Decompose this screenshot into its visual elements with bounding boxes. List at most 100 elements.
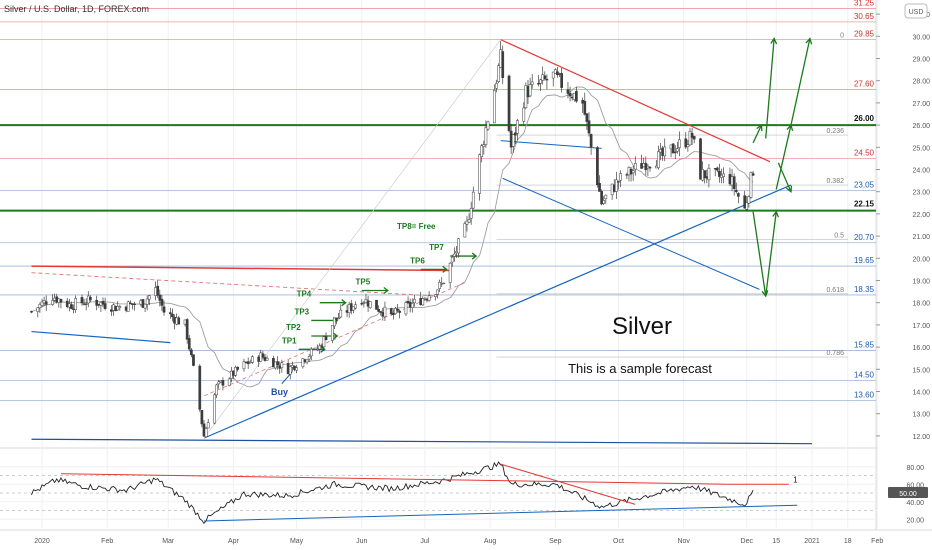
candle-body bbox=[168, 312, 172, 315]
candle-body bbox=[217, 381, 221, 385]
candle-body bbox=[51, 300, 54, 305]
candle-body bbox=[192, 354, 195, 366]
candle-body bbox=[427, 295, 431, 301]
time-tick-label: Jul bbox=[420, 538, 429, 545]
candle-body bbox=[457, 238, 460, 254]
candle-body bbox=[305, 359, 309, 363]
candle-body bbox=[522, 107, 526, 122]
time-tick-label: Mar bbox=[162, 538, 175, 545]
candle-body bbox=[413, 298, 416, 304]
resistance-downtrend bbox=[500, 39, 771, 163]
candle-body bbox=[673, 151, 677, 154]
usd-badge-label: USD bbox=[909, 9, 924, 16]
candle-body bbox=[575, 90, 578, 102]
price-level-label: 27.60 bbox=[854, 80, 875, 89]
forecast-arrow bbox=[777, 162, 792, 192]
fib-label: 0.236 bbox=[826, 128, 844, 135]
candle-body bbox=[118, 306, 122, 308]
chart-title: Silver bbox=[612, 313, 672, 340]
candle-body bbox=[566, 89, 570, 94]
candle-body bbox=[676, 148, 679, 152]
tp-label: TP6 bbox=[410, 256, 425, 265]
candle-body bbox=[484, 127, 488, 145]
tp8-label: TP8= Free bbox=[397, 222, 436, 231]
candle-body bbox=[70, 304, 73, 309]
tp-arrowhead bbox=[332, 332, 339, 340]
candle-body bbox=[375, 299, 378, 310]
candle-body bbox=[583, 101, 587, 115]
price-level-label: 29.85 bbox=[854, 30, 875, 39]
tp-label: TP4 bbox=[297, 290, 312, 299]
candle-body bbox=[398, 310, 402, 313]
candle-body bbox=[492, 90, 496, 124]
price-level-label: 23.05 bbox=[854, 181, 875, 190]
candle-body bbox=[276, 361, 279, 366]
candle-body bbox=[89, 297, 92, 301]
candle-body bbox=[511, 134, 515, 147]
price-level-label: 30.65 bbox=[854, 12, 875, 21]
time-tick-label: 2021 bbox=[804, 538, 820, 545]
candle-body bbox=[74, 298, 78, 310]
candle-body bbox=[147, 295, 151, 300]
candle-body bbox=[617, 181, 620, 183]
price-tick-label: 18.00 bbox=[912, 301, 930, 308]
candle-body bbox=[501, 51, 505, 78]
candle-body bbox=[80, 297, 84, 304]
price-tick-label: 24.00 bbox=[912, 168, 930, 175]
time-tick-label: Nov bbox=[677, 538, 690, 545]
key-level-label: 26.00 bbox=[854, 114, 875, 123]
fib-label: 0 bbox=[840, 33, 844, 40]
candle-body bbox=[486, 121, 490, 130]
candle-body bbox=[160, 298, 164, 306]
symbol-title: Silver / U.S. Dollar, 1D, FOREX.com bbox=[4, 4, 149, 14]
support-line-left bbox=[31, 330, 171, 344]
tp-label: TP5 bbox=[355, 277, 370, 286]
candle-body bbox=[200, 410, 204, 425]
candle-body bbox=[352, 306, 355, 311]
candle-body bbox=[737, 193, 740, 197]
candle-body bbox=[354, 304, 357, 309]
candle-body bbox=[596, 147, 599, 186]
candle-body bbox=[190, 349, 193, 356]
candle-body bbox=[143, 303, 147, 309]
candle-body bbox=[40, 301, 44, 306]
candle-body bbox=[261, 353, 265, 358]
fib-label: 0.618 bbox=[826, 287, 844, 294]
candle-body bbox=[465, 220, 469, 225]
price-tick-label: 19.00 bbox=[912, 279, 930, 286]
candle-body bbox=[684, 138, 688, 148]
candle-body bbox=[162, 306, 166, 313]
candle-body bbox=[585, 113, 589, 122]
candle-body bbox=[126, 301, 130, 312]
candle-body bbox=[322, 336, 326, 348]
rsi-tick-label: 80.00 bbox=[906, 465, 924, 472]
price-tick-label: 17.00 bbox=[912, 323, 930, 330]
candle-body bbox=[692, 136, 696, 140]
candle-body bbox=[333, 317, 336, 327]
candle-body bbox=[528, 84, 532, 97]
fib-label: 0.786 bbox=[826, 350, 844, 357]
price-tick-label: 28.00 bbox=[912, 79, 930, 86]
candle-body bbox=[450, 256, 454, 263]
price-level-label: 18.35 bbox=[854, 285, 875, 294]
resistance-line-left bbox=[31, 265, 451, 272]
candle-body bbox=[463, 223, 467, 238]
rsi-current-badge bbox=[888, 487, 928, 498]
candle-body bbox=[44, 301, 48, 305]
forecast-arrowhead bbox=[805, 37, 813, 45]
forecast-arrow bbox=[752, 124, 763, 144]
time-tick-label: May bbox=[290, 538, 304, 545]
usd-badge[interactable]: USD bbox=[904, 3, 928, 19]
candle-body bbox=[101, 300, 105, 305]
candle-body bbox=[589, 134, 593, 148]
candle-body bbox=[703, 170, 707, 178]
candle-body bbox=[396, 308, 399, 311]
candle-body bbox=[678, 139, 681, 148]
candle-body bbox=[686, 144, 690, 148]
candle-body bbox=[423, 298, 427, 300]
candle-body bbox=[469, 208, 473, 219]
candle-body bbox=[171, 313, 174, 318]
